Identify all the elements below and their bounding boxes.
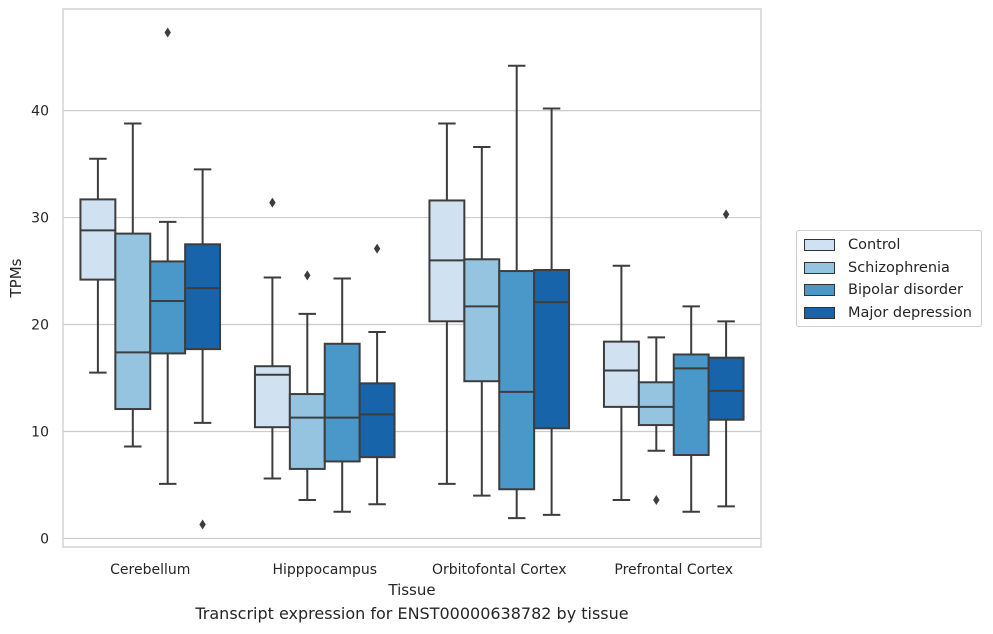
x-tick-labels: Cerebellum Hipppocampus Orbitofontal Corte… — [110, 562, 733, 578]
legend: Control Schizophrenia Bipolar disorder Majo… — [796, 230, 982, 327]
iqr-box — [184, 243, 222, 351]
y-tick-labels: 0 10 20 30 40 — [31, 104, 49, 548]
legend-item: Control — [804, 235, 900, 255]
iqr-box — [672, 353, 710, 457]
box-group — [533, 107, 571, 516]
box-group — [463, 145, 501, 497]
box-group — [428, 122, 466, 485]
legend-label: Bipolar disorder — [848, 282, 963, 298]
legend-item: Schizophrenia — [804, 258, 950, 278]
x-tick-label: Hipppocampus — [272, 562, 377, 578]
box-group — [358, 243, 396, 506]
box-group — [602, 264, 640, 501]
box-group — [114, 122, 152, 448]
iqr-box — [358, 382, 396, 459]
legend-label: Major depression — [848, 304, 972, 321]
iqr-box — [114, 232, 152, 411]
y-axis-label: TPMs — [7, 258, 25, 298]
y-tick-label: 0 — [40, 531, 49, 547]
iqr-box — [463, 258, 501, 383]
y-tick-label: 40 — [31, 104, 49, 120]
box-group — [288, 270, 326, 501]
outlier-point — [373, 243, 381, 254]
outlier-point — [304, 270, 311, 281]
legend-item: Bipolar disorder — [804, 280, 963, 300]
legend-swatch — [804, 284, 835, 296]
x-tick-label: Prefrontal Cortex — [614, 562, 733, 578]
outlier-point — [722, 209, 730, 220]
iqr-box — [498, 270, 536, 491]
y-tick-label: 20 — [31, 318, 49, 334]
legend-label: Schizophrenia — [848, 259, 950, 276]
iqr-box — [637, 381, 675, 427]
legend-swatch — [804, 306, 835, 319]
iqr-box — [149, 260, 187, 355]
box-group — [323, 277, 361, 513]
outlier-point — [164, 27, 171, 38]
iqr-box — [602, 340, 640, 408]
outlier-point — [269, 197, 276, 208]
box-group — [498, 64, 536, 520]
legend-swatch — [804, 239, 835, 251]
outlier-point — [653, 494, 660, 505]
y-tick-label: 30 — [31, 211, 49, 227]
iqr-box — [79, 198, 117, 281]
legend-label: Control — [848, 237, 901, 253]
outlier-point — [199, 519, 206, 530]
box-group — [149, 27, 187, 485]
y-tick-label: 10 — [31, 424, 49, 440]
box-group — [184, 168, 222, 530]
legend-item: Major depression — [804, 303, 972, 323]
box-group — [637, 336, 675, 505]
x-axis-label: Tissue — [387, 581, 435, 599]
chart-title: Transcript expression for ENST0000063878… — [195, 604, 629, 623]
box-group — [253, 197, 291, 480]
box-group — [672, 305, 710, 513]
box-group — [79, 157, 117, 374]
box-layer — [79, 27, 745, 530]
iqr-box — [707, 356, 745, 421]
plot-area-frame — [62, 8, 762, 548]
x-tick-label: Cerebellum — [110, 562, 190, 578]
iqr-box — [288, 393, 326, 470]
box-group — [707, 209, 745, 508]
iqr-box — [323, 342, 361, 463]
legend-swatch — [804, 261, 835, 274]
x-tick-label: Orbitofontal Cortex — [432, 562, 567, 578]
iqr-box — [533, 268, 571, 430]
